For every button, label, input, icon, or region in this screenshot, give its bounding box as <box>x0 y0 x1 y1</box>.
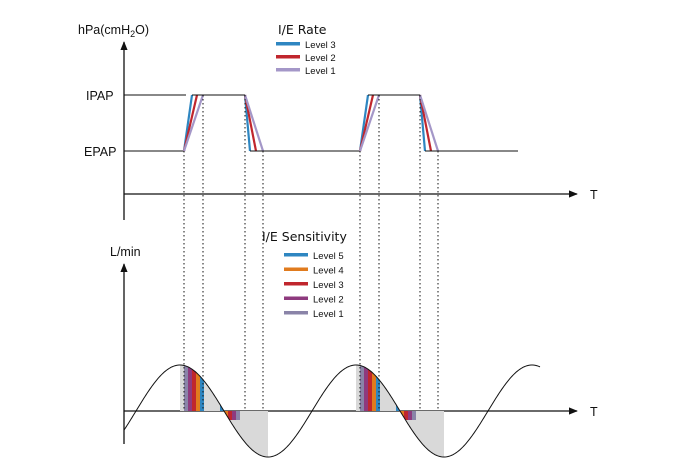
cycle-band <box>232 365 236 420</box>
ie-rate-legend-label: Level 3 <box>305 40 336 51</box>
cycle-band <box>224 365 228 420</box>
pressure-x-label: T <box>590 188 598 202</box>
pressure-y-unit: hPa(cmH2O) <box>78 23 149 39</box>
ie-rate-legend-swatch <box>276 42 300 46</box>
trigger-band <box>368 365 372 420</box>
cycle-band <box>400 365 404 420</box>
cycle-band <box>220 365 224 420</box>
flow-y-label: L/min <box>110 245 141 259</box>
trigger-band <box>372 365 376 420</box>
flow-x-label: T <box>590 405 598 419</box>
pressure-panel: hPa(cmH2O) IPAP EPAP T I/E Rate Level 3L… <box>78 22 598 220</box>
fall-slope <box>243 94 258 152</box>
cycle-band <box>236 365 240 420</box>
ie-sensitivity-legend-label: Level 5 <box>313 251 344 262</box>
trigger-band <box>364 365 368 420</box>
fall-slope <box>243 94 265 152</box>
ie-rate-legend-label: Level 1 <box>305 66 336 77</box>
trigger-band <box>196 365 200 420</box>
ie-sensitivity-legend-swatch <box>284 311 308 315</box>
ie-sensitivity-legend-swatch <box>284 267 308 271</box>
pressure-y-unit-subscript: 2 <box>130 29 135 39</box>
trigger-band <box>188 365 192 420</box>
ie-sensitivity-legend: Level 5 Level 4 Level 3 Level 2 Level 1 <box>284 251 344 320</box>
fall-slope <box>418 94 440 152</box>
rise-slope <box>182 94 205 152</box>
trigger-band <box>184 365 188 420</box>
ie-sensitivity-legend-swatch <box>284 296 308 300</box>
ie-rate-legend-swatch <box>276 68 300 72</box>
ie-sensitivity-legend-label: Level 2 <box>313 295 344 306</box>
fall-slope <box>418 94 433 152</box>
ie-rate-legend-title: I/E Rate <box>278 22 327 37</box>
ie-rate-legend: Level 3 Level 2 Level 1 <box>276 40 336 77</box>
pressure-y-unit-suffix: O) <box>135 23 149 37</box>
ipap-label: IPAP <box>86 89 114 103</box>
pressure-y-unit-prefix: hPa(cmH <box>78 23 130 37</box>
cycle-band <box>408 365 412 420</box>
trigger-band <box>192 365 196 420</box>
cycle-band <box>396 365 400 420</box>
cycle-band <box>228 365 232 420</box>
ie-sensitivity-legend-swatch <box>284 282 308 286</box>
trigger-guides <box>183 95 439 411</box>
ie-sensitivity-legend-label: Level 4 <box>313 266 344 277</box>
epap-label: EPAP <box>84 145 116 159</box>
flow-fills <box>180 365 444 457</box>
cycle-band <box>404 365 408 420</box>
trigger-band <box>200 365 204 420</box>
ie-sensitivity-legend-label: Level 1 <box>313 309 344 320</box>
rise-slope <box>358 94 381 152</box>
ie-sensitivity-legend-title: I/E Sensitivity <box>262 229 347 244</box>
ie-rate-legend-label: Level 2 <box>305 53 336 64</box>
pressure-cycles <box>182 94 518 152</box>
ie-rate-legend-swatch <box>276 55 300 59</box>
ie-sensitivity-legend-label: Level 3 <box>313 280 344 291</box>
flow-waveform <box>123 364 541 458</box>
cycle-band <box>412 365 416 420</box>
trigger-band <box>376 365 380 420</box>
trigger-band <box>360 365 364 420</box>
ie-sensitivity-legend-swatch <box>284 253 308 257</box>
